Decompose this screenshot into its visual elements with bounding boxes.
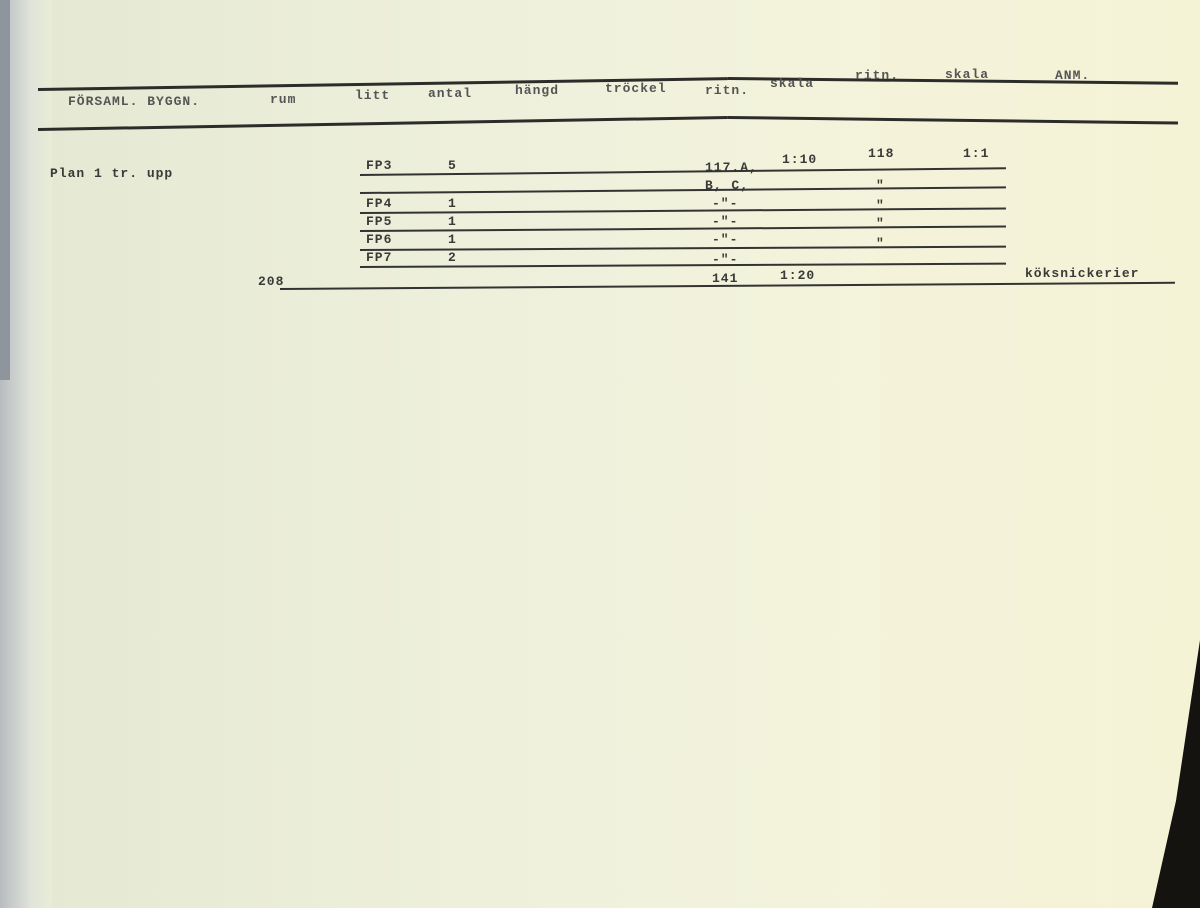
cell-skala-2: 1:1 [963,146,990,161]
section-label: Plan 1 tr. upp [50,166,174,181]
cell-ritn-2: 118 [868,146,895,161]
cell-ritn-2: " [876,178,885,193]
cell-litt: FP5 [366,214,393,229]
cell-rum: 208 [258,274,285,289]
cell-ritn: 117.A, [705,160,758,175]
cell-skala: 1:10 [782,152,818,167]
cell-antal: 1 [448,196,457,211]
column-header-hangd: hängd [515,83,560,98]
cell-litt: FP7 [366,250,393,265]
column-header-skala: skala [770,76,815,91]
cell-ritn: B, C, [705,178,750,193]
page-edge-shadow [0,0,10,380]
column-header-anm: ANM. [1055,68,1091,83]
column-header-antal: antal [428,86,473,101]
cell-litt: FP3 [366,158,393,173]
cell-antal: 5 [448,158,457,173]
column-header-rum: rum [270,92,297,107]
cell-ritn: 141 [712,271,739,286]
column-header-litt: litt [355,88,391,103]
cell-litt: FP6 [366,232,393,247]
cell-skala: 1:20 [780,268,816,283]
cell-anm: köksnickerier [1025,266,1140,281]
column-header-ritn: ritn. [705,83,750,98]
cell-antal: 1 [448,232,457,247]
column-header-ritn-2: ritn. [855,68,900,83]
column-header-skala-2: skala [945,67,990,82]
cell-ritn: -"- [712,232,739,247]
column-header-forsaml-byggn: FÖRSAML. BYGGN. [68,94,201,109]
cell-antal: 2 [448,250,457,265]
cell-ritn: -"- [712,196,739,211]
cell-ritn-2: " [876,216,885,231]
cell-litt: FP4 [366,196,393,211]
cell-ritn-2: " [876,198,885,213]
column-header-trockel: tröckel [605,81,667,96]
cell-ritn-2: " [876,236,885,251]
cell-antal: 1 [448,214,457,229]
cell-ritn: -"- [712,214,739,229]
